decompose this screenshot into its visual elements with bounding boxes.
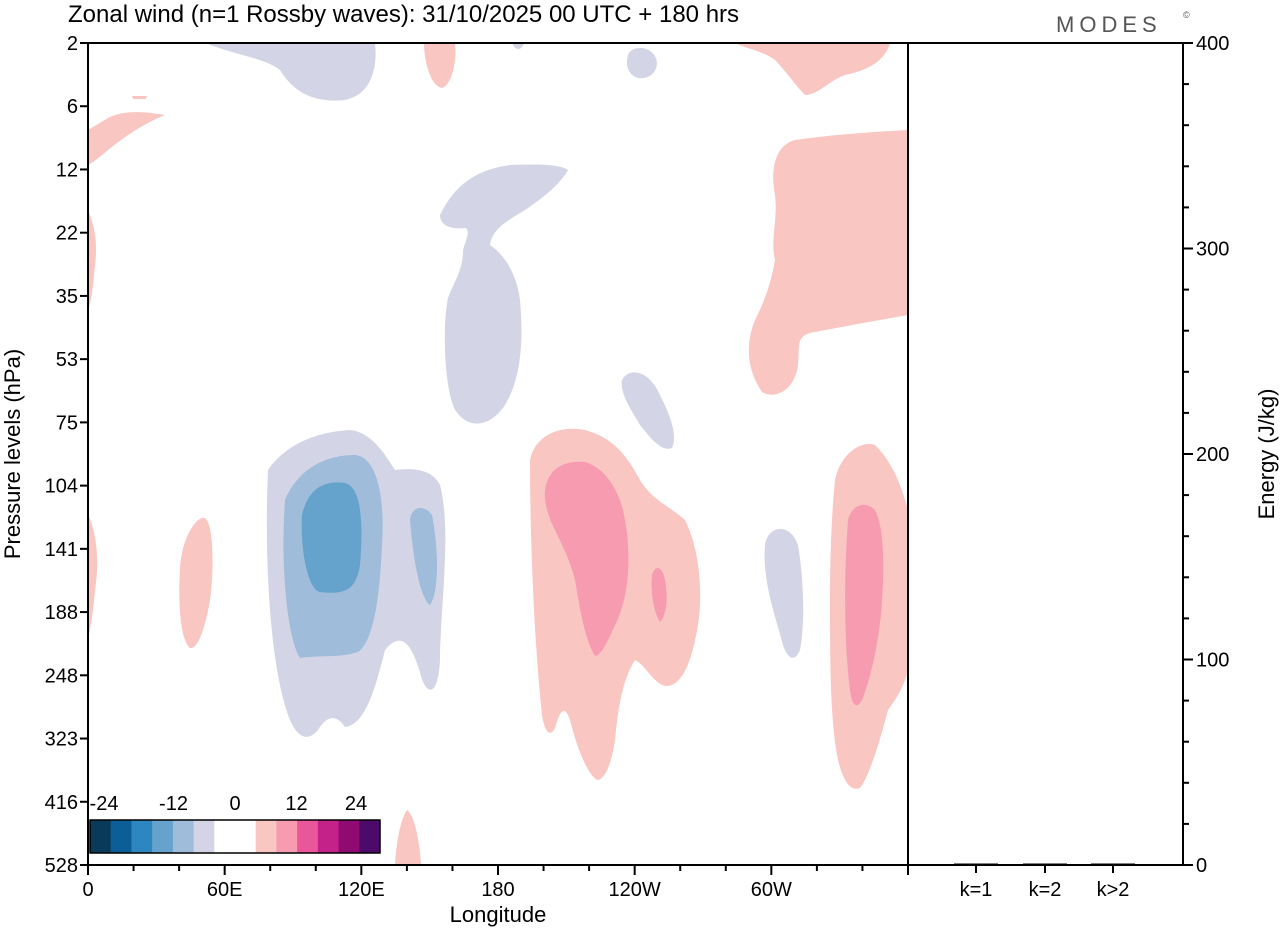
colorbar-label: -12 [159,793,188,815]
longitude-axis: 0 60E 120E 180 120W 60W [82,865,909,901]
brand-logo: MODES [1056,12,1162,37]
energy-tick-label: 400 [1196,33,1229,55]
colorbar-swatch [338,820,360,853]
y-tick-label: 35 [56,286,78,308]
contour-neg-strat-mid [440,164,568,424]
contour-neg-speck [512,43,524,50]
colorbar-swatch [276,820,298,853]
contour-neg-small-1 [626,47,657,79]
energy-cat-label: k>2 [1097,879,1130,901]
colorbar-label: 24 [345,793,367,815]
contour-field [88,43,908,865]
energy-axis-title: Energy (J/kg) [1254,389,1279,520]
colorbar-swatch [90,820,112,853]
brand-mark: © [1183,10,1190,20]
y-tick-label: 6 [67,96,78,118]
colorbar-swatch [359,820,381,853]
energy-cat-label: k=2 [1029,879,1062,901]
contour-pos-trop-left [179,517,213,649]
colorbar-swatch [152,820,174,853]
energy-bar [954,863,998,865]
colorbar-swatch [131,820,153,853]
y-tick-label: 416 [45,792,78,814]
colorbar-swatch [214,820,236,853]
contour-pos-trop-core-small [651,568,667,622]
x-tick-label: 180 [481,879,514,901]
colorbar-swatch [297,820,319,853]
energy-tick-label: 200 [1196,444,1229,466]
y-tick-label: 53 [56,349,78,371]
y-tick-label: 248 [45,665,78,687]
energy-tick-label: 0 [1196,855,1207,877]
energy-axis: 0 100 200 300 400 [1183,33,1229,877]
contour-neg-trop-mid-right [410,508,437,605]
contour-pos-top-mid [424,43,456,88]
colorbar-swatch [193,820,215,853]
y-tick-label: 2 [67,33,78,55]
chart-title: Zonal wind (n=1 Rossby waves): 31/10/202… [68,1,739,28]
y-tick-label: 188 [45,602,78,624]
contour-pos-left-edge-1 [88,210,97,310]
colorbar-swatch [317,820,340,853]
x-tick-label: 120E [338,879,385,901]
x-tick-label: 0 [82,879,93,901]
colorbar: -24 -12 0 12 24 [89,793,381,854]
contour-neg-small-3 [764,528,804,658]
energy-bars: k=1 k=2 k>2 [954,863,1135,901]
colorbar-label: 12 [285,793,307,815]
colorbar-label: -24 [90,793,119,815]
contour-pos-trop-core [544,461,629,656]
colorbar-swatch [235,820,257,853]
contour-neg-small-2 [621,372,675,449]
y-axis-title: Pressure levels (hPa) [0,349,25,559]
y-tick-label: 12 [56,159,78,181]
colorbar-swatch [172,820,195,853]
y-tick-label: 141 [45,539,78,561]
colorbar-label: 0 [229,793,240,815]
y-tick-label: 22 [56,223,78,245]
contour-neg-upper-strat [205,43,376,101]
y-tick-label: 323 [45,729,78,751]
contour-pos-bottom [395,810,421,865]
energy-plot-frame [907,42,1184,866]
y-tick-label: 75 [56,412,78,434]
x-tick-label: 60E [207,879,243,901]
x-tick-label: 60W [751,879,792,901]
energy-bar [1023,863,1067,865]
x-axis-title: Longitude [450,902,547,927]
contour-pos-upper-left [88,112,165,165]
energy-tick-label: 300 [1196,239,1229,261]
x-tick-label: 120W [609,879,661,901]
contour-pos-top-right [735,43,890,95]
contour-pos-left-edge-2 [88,515,98,640]
y-tick-label: 528 [45,855,78,877]
energy-cat-label: k=1 [960,879,993,901]
colorbar-frame [89,819,381,854]
contour-pos-speck [132,96,147,99]
contour-pos-strat-right [748,130,908,395]
pressure-axis: 2 6 12 22 35 53 75 104 141 188 248 323 416 528 [45,33,88,877]
energy-bar [1091,863,1135,865]
energy-tick-label: 100 [1196,650,1229,672]
contour-neg-trop-core [301,482,362,593]
colorbar-swatch [255,820,277,853]
contour-pos-trop-core-right [845,504,884,706]
y-tick-label: 104 [45,476,78,498]
colorbar-swatch [110,820,132,853]
